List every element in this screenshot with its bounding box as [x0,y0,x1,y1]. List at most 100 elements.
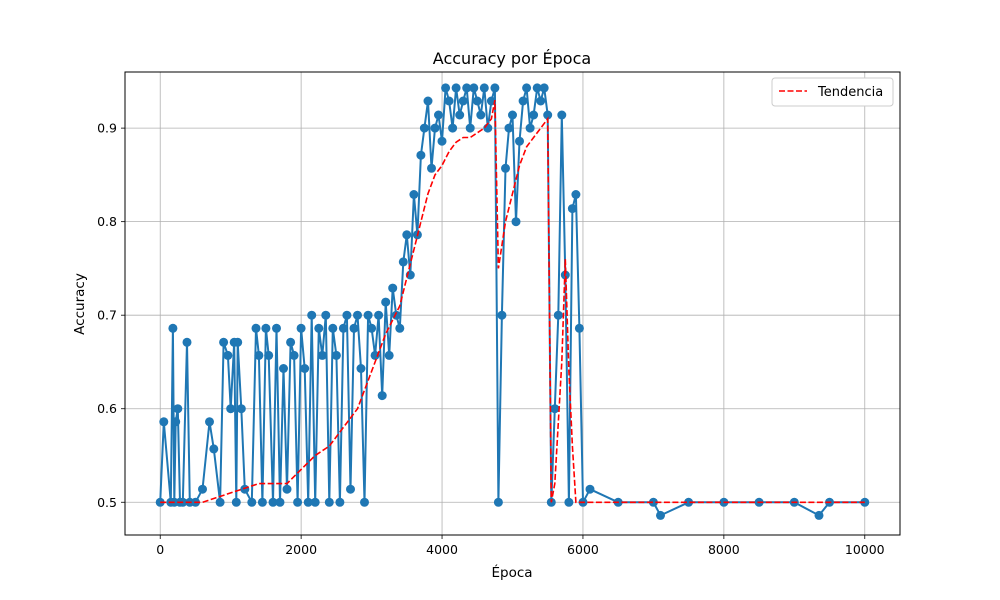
accuracy-point [536,96,546,106]
accuracy-point [448,123,458,133]
chart-title: Accuracy por Época [433,49,591,68]
accuracy-point [469,83,479,93]
accuracy-point [504,123,514,133]
accuracy-point [409,190,419,199]
accuracy-point [279,364,288,373]
x-tick-label: 0 [156,542,164,557]
accuracy-point [455,110,465,120]
accuracy-point [427,163,436,173]
axis-ticks: 0 2000 4000 6000 8000 10000 0.5 0.6 0.7 0.8 0.9 [97,121,885,557]
accuracy-point [441,83,451,93]
accuracy-point [423,96,433,106]
accuracy-point [465,123,475,133]
accuracy-point [571,190,581,199]
accuracy-point [314,323,324,333]
accuracy-point [462,83,472,93]
accuracy-point [479,83,489,93]
accuracy-point [223,350,233,360]
accuracy-point [567,204,577,214]
accuracy-point [346,484,355,494]
accuracy-point [286,337,296,347]
y-tick-label: 0.7 [97,308,117,323]
accuracy-point [289,350,299,360]
accuracy-point [391,310,401,320]
y-tick-label: 0.9 [97,121,117,136]
x-axis-label: Época [491,564,532,581]
accuracy-point [490,83,500,93]
accuracy-point [296,323,306,333]
accuracy-point [398,257,408,267]
accuracy-point [518,96,528,106]
accuracy-point [511,217,521,227]
accuracy-point [268,497,278,507]
accuracy-point [219,337,229,347]
accuracy-point [648,497,658,507]
accuracy-point [437,136,447,146]
tendencia-series-line [160,99,865,504]
accuracy-point [585,484,595,494]
accuracy-point [300,364,310,373]
accuracy-point [231,497,241,507]
accuracy-point [159,417,169,427]
accuracy-point [430,123,440,133]
accuracy-point [307,310,317,320]
x-tick-label: 4000 [426,542,458,557]
accuracy-point [497,310,507,320]
accuracy-point [215,497,225,507]
accuracy-point [360,497,369,507]
accuracy-point [388,283,398,293]
accuracy-point [384,350,394,360]
accuracy-point [356,364,366,373]
accuracy-point [324,497,334,507]
accuracy-point [310,497,320,507]
accuracy-point [233,337,243,347]
accuracy-point [525,123,535,133]
accuracy-point [251,323,261,333]
accuracy-point [416,150,426,160]
accuracy-point [349,323,359,333]
accuracy-point [656,510,665,520]
accuracy-point [168,323,178,333]
accuracy-point [381,297,391,307]
accuracy-point [483,123,493,133]
accuracy-point [476,110,486,120]
accuracy-point [472,96,482,106]
accuracy-point [539,83,549,93]
y-tick-label: 0.5 [97,495,117,510]
accuracy-point [419,123,429,133]
accuracy-point [173,404,183,414]
x-tick-label: 6000 [567,542,599,557]
accuracy-point [236,404,246,414]
accuracy-point [574,323,584,333]
accuracy-point [508,110,517,120]
accuracy-point [264,350,274,360]
accuracy-point [335,497,345,507]
accuracy-point [458,96,468,106]
accuracy-point [317,350,327,360]
accuracy-point [543,110,553,120]
accuracy-point [205,417,214,427]
accuracy-point [402,230,412,240]
accuracy-point [182,337,192,347]
accuracy-point [282,484,292,494]
accuracy-point [342,310,352,320]
accuracy-point [444,96,454,106]
accuracy-point [363,310,373,320]
y-axis-label: Accuracy [72,273,88,335]
accuracy-point [331,350,341,360]
plot-area [155,83,870,520]
accuracy-point [321,310,331,320]
accuracy-point [501,163,510,173]
accuracy-point [564,497,574,507]
accuracy-point [209,444,219,454]
legend-entry-tendencia: Tendencia [817,85,883,100]
accuracy-point [515,136,524,146]
accuracy-point [247,497,257,507]
accuracy-point [328,323,338,333]
accuracy-point [493,497,503,507]
accuracy-point [529,110,539,120]
accuracy-point [814,510,824,520]
accuracy-point [374,310,384,320]
accuracy-point [532,83,542,93]
